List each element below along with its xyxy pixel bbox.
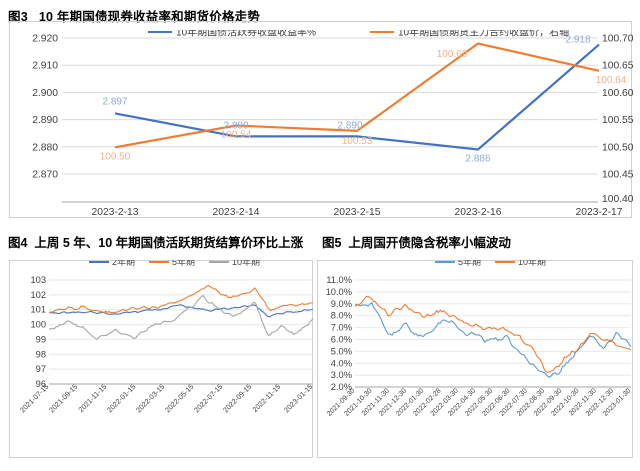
svg-text:2.918: 2.918 xyxy=(565,35,590,46)
svg-text:2.890: 2.890 xyxy=(32,115,58,126)
svg-text:2023-2-16: 2023-2-16 xyxy=(455,207,502,218)
svg-text:2.880: 2.880 xyxy=(32,142,58,153)
svg-text:2.900: 2.900 xyxy=(32,88,58,99)
svg-text:2021-07-15: 2021-07-15 xyxy=(18,382,50,414)
svg-text:2.920: 2.920 xyxy=(32,34,58,45)
svg-text:2023-2-13: 2023-2-13 xyxy=(92,207,139,218)
svg-text:100.53: 100.53 xyxy=(342,136,373,147)
svg-text:103: 103 xyxy=(30,275,46,285)
svg-text:100.50: 100.50 xyxy=(100,151,131,162)
svg-text:100: 100 xyxy=(30,320,46,330)
svg-text:7.0%: 7.0% xyxy=(331,323,352,333)
svg-text:5.0%: 5.0% xyxy=(331,346,352,356)
svg-text:100.50: 100.50 xyxy=(602,142,634,153)
svg-text:100.70: 100.70 xyxy=(602,34,634,45)
svg-text:2.897: 2.897 xyxy=(102,97,127,108)
svg-text:2022-11-15: 2022-11-15 xyxy=(250,382,282,414)
svg-text:11.0%: 11.0% xyxy=(326,275,352,285)
svg-text:10年期国债期货主力合约收盘价，右轴: 10年期国债期货主力合约收盘价，右轴 xyxy=(398,30,569,39)
svg-text:101: 101 xyxy=(30,305,46,315)
svg-text:4.0%: 4.0% xyxy=(331,358,352,368)
svg-text:8.0%: 8.0% xyxy=(331,311,352,321)
svg-text:97: 97 xyxy=(36,364,46,374)
svg-text:5年期: 5年期 xyxy=(458,260,481,267)
svg-text:2.910: 2.910 xyxy=(32,61,58,72)
svg-text:99: 99 xyxy=(36,334,46,344)
svg-text:100.54: 100.54 xyxy=(221,130,252,141)
svg-text:10年期: 10年期 xyxy=(518,260,546,267)
svg-text:2023-01-15: 2023-01-15 xyxy=(282,382,314,414)
svg-text:10.0%: 10.0% xyxy=(326,287,352,297)
svg-text:2.890: 2.890 xyxy=(337,120,362,131)
svg-text:98: 98 xyxy=(36,349,46,359)
svg-text:100.55: 100.55 xyxy=(602,115,634,126)
svg-text:6.0%: 6.0% xyxy=(331,335,352,345)
svg-text:10年期: 10年期 xyxy=(232,260,260,267)
svg-text:9.0%: 9.0% xyxy=(331,299,352,309)
svg-text:2021-09-15: 2021-09-15 xyxy=(47,382,79,414)
svg-text:2021-11-15: 2021-11-15 xyxy=(76,382,108,414)
svg-text:2年期: 2年期 xyxy=(112,260,135,267)
svg-text:10年期国债活跃券收盘收益率%: 10年期国债活跃券收盘收益率% xyxy=(176,30,316,39)
svg-text:2.870: 2.870 xyxy=(32,170,58,181)
svg-text:100.65: 100.65 xyxy=(602,61,634,72)
svg-text:100.69: 100.69 xyxy=(437,49,468,60)
svg-text:100.60: 100.60 xyxy=(602,88,634,99)
svg-text:2022-01-15: 2022-01-15 xyxy=(105,382,137,414)
svg-text:2023-2-14: 2023-2-14 xyxy=(213,207,260,218)
svg-text:100.64: 100.64 xyxy=(596,75,627,86)
svg-text:102: 102 xyxy=(30,290,46,300)
svg-text:5年期: 5年期 xyxy=(172,260,195,267)
svg-text:2022-07-15: 2022-07-15 xyxy=(192,382,224,414)
svg-text:100.45: 100.45 xyxy=(602,170,634,181)
svg-text:2023-2-17: 2023-2-17 xyxy=(576,207,623,218)
svg-text:2022-05-15: 2022-05-15 xyxy=(163,382,195,414)
svg-text:3.0%: 3.0% xyxy=(331,370,352,380)
svg-text:2022-03-15: 2022-03-15 xyxy=(134,382,166,414)
svg-text:2022-09-15: 2022-09-15 xyxy=(221,382,253,414)
svg-text:2023-2-15: 2023-2-15 xyxy=(334,207,381,218)
svg-text:2.886: 2.886 xyxy=(465,154,490,165)
svg-text:100.40: 100.40 xyxy=(602,194,634,205)
